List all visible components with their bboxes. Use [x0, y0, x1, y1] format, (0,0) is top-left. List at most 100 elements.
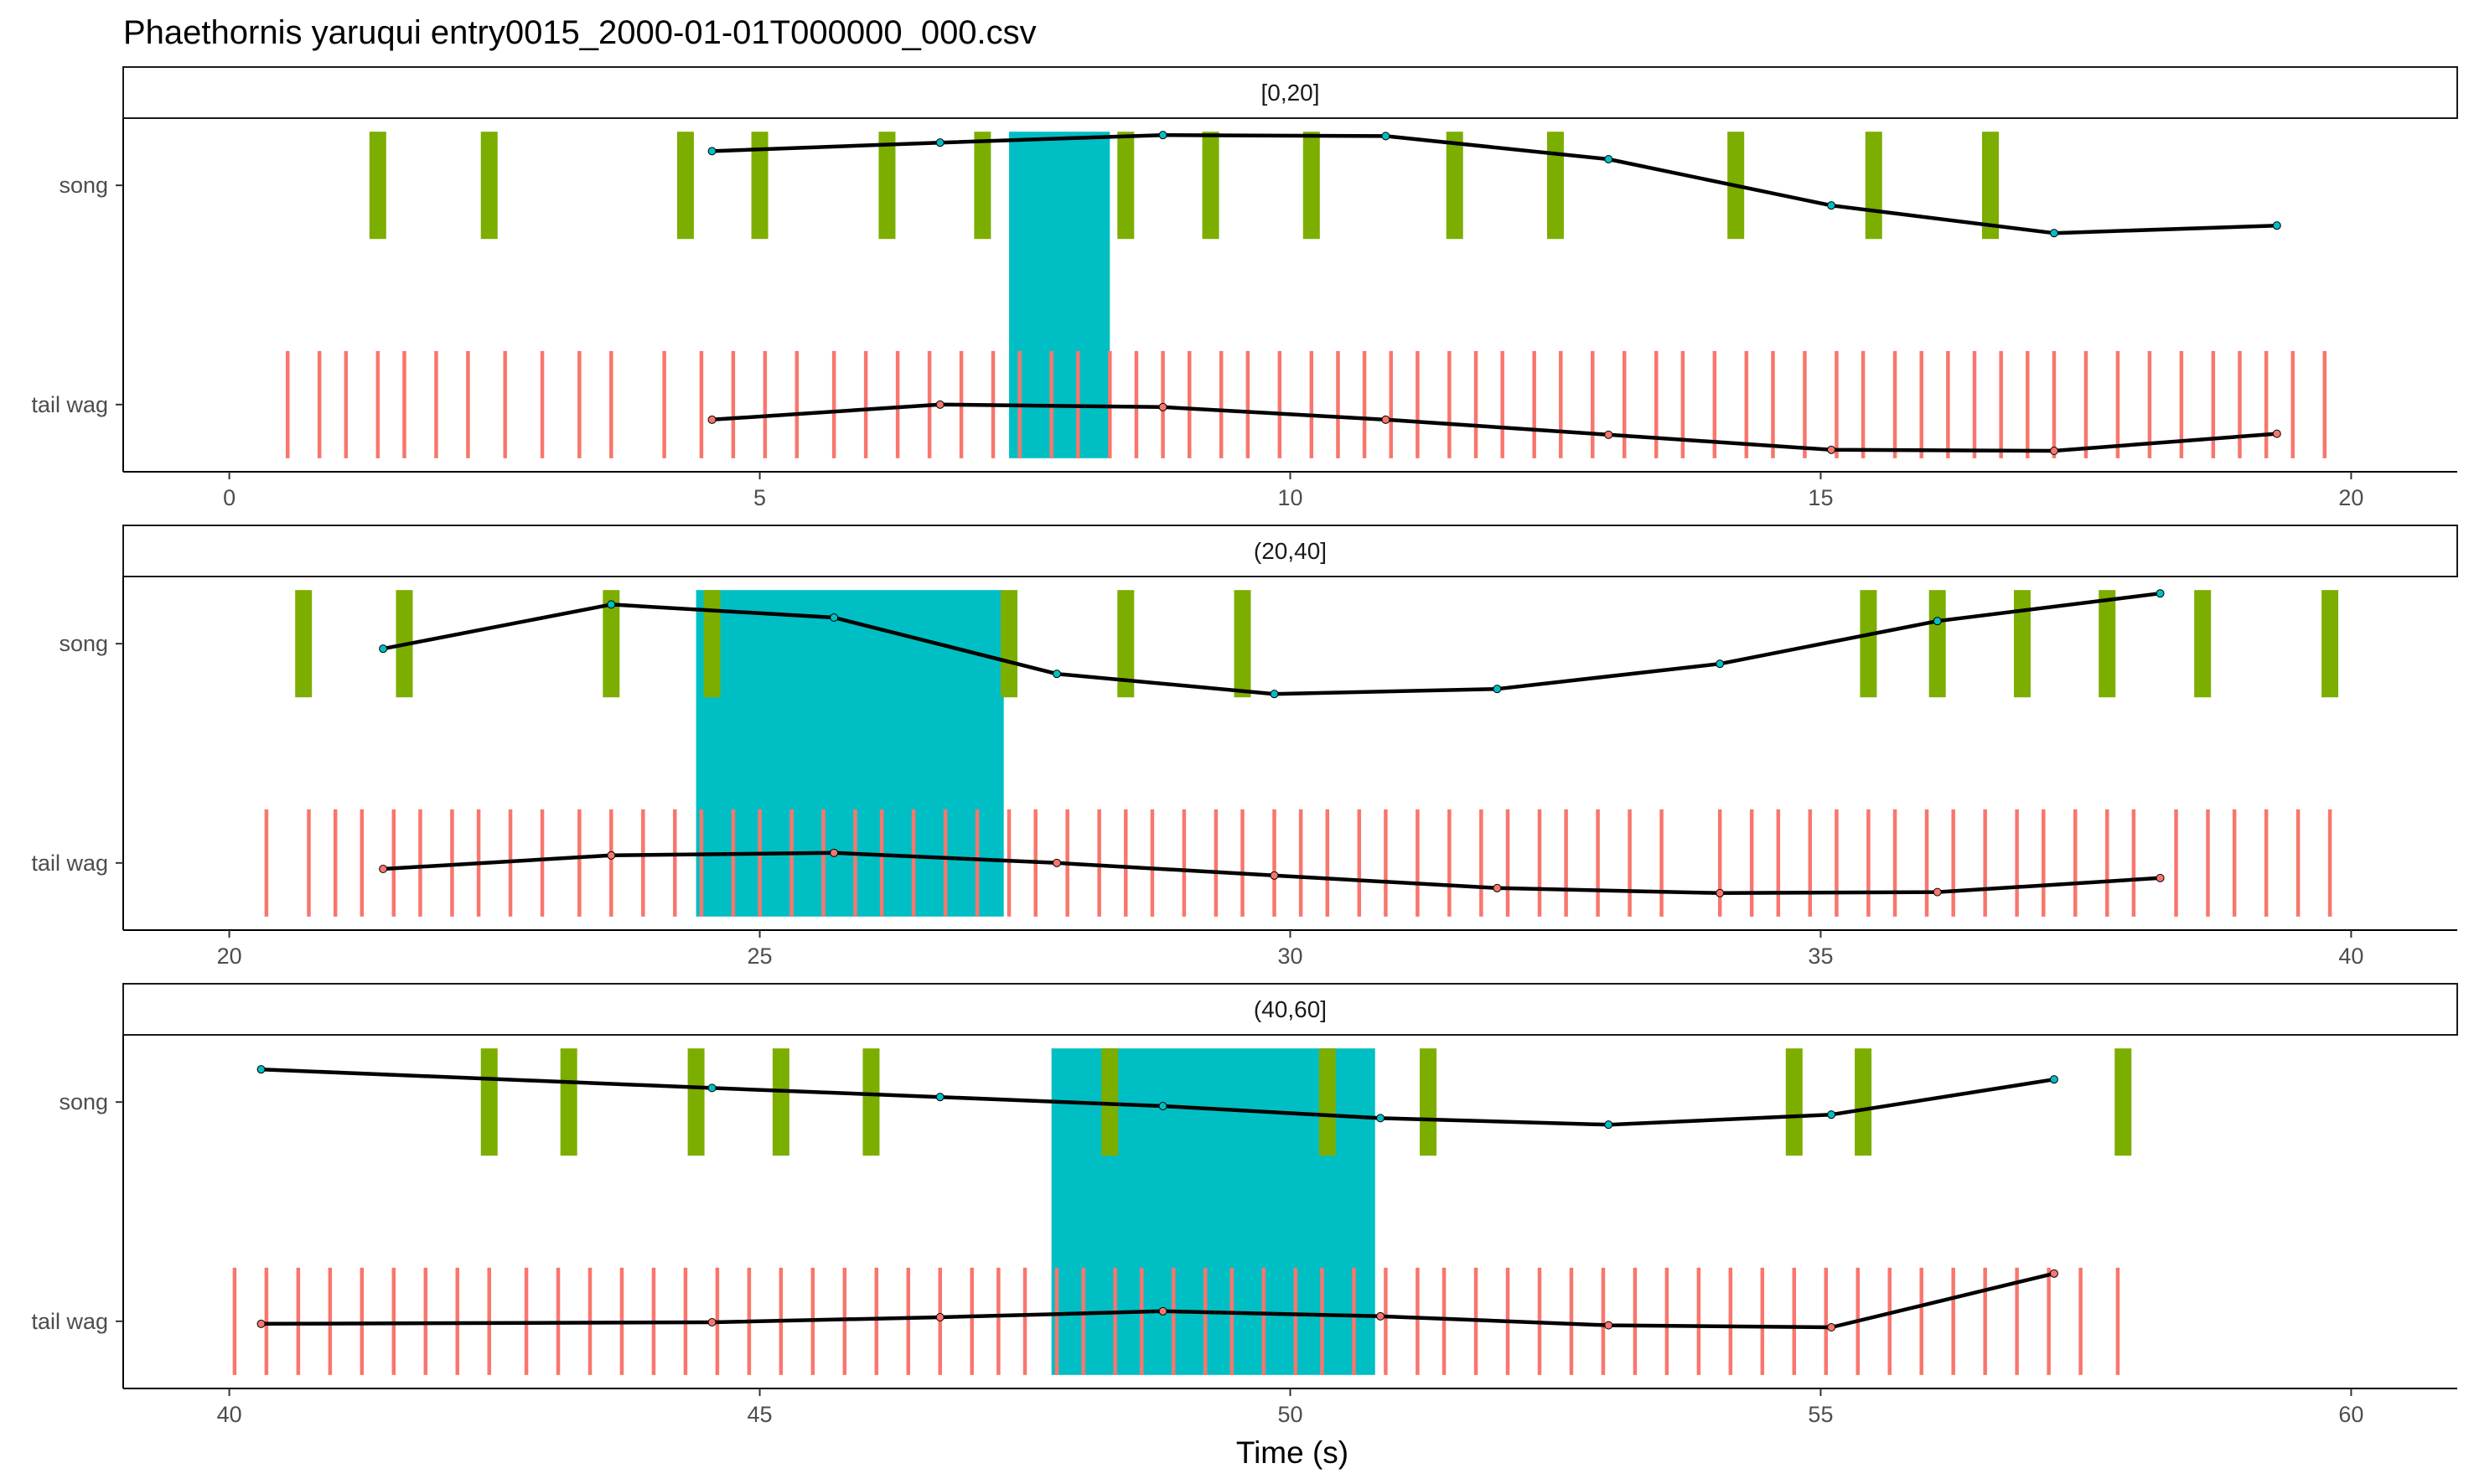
song-trend-line-point	[607, 600, 616, 609]
song-trend-line-point	[1376, 1114, 1385, 1123]
tail-wag-trend-line-point	[2049, 1269, 2058, 1278]
song-trend-line-point	[935, 1093, 945, 1102]
tail-wag-trend-line-point	[256, 1319, 266, 1328]
tail-wag-trend-line-point	[935, 400, 945, 409]
tail-wag-trend-line-point	[1158, 1306, 1167, 1316]
song-trend-line-point	[1604, 1120, 1613, 1130]
y-tick-label: tail wag	[31, 851, 108, 876]
song-event	[1202, 132, 1219, 240]
song-trend-line-point	[1381, 132, 1390, 141]
x-tick-label: 50	[1277, 1402, 1302, 1427]
x-tick-label: 30	[1277, 944, 1302, 969]
song-trend-line	[712, 132, 2277, 235]
tail-wag-trend-line-point	[1158, 402, 1167, 411]
tail-wag-trend-line-point	[1376, 1311, 1385, 1321]
x-tick-label: 5	[753, 485, 766, 510]
song-trend-line-point	[935, 138, 945, 147]
tail-wag-trend-line	[712, 402, 2277, 453]
tail-wag-trend-line-point	[707, 415, 717, 424]
song-event	[2099, 590, 2116, 698]
song-trend-line-point	[2049, 229, 2058, 238]
x-tick-label: 20	[2338, 485, 2363, 510]
song-trend-line-point	[2156, 589, 2165, 598]
tail-wag-trend-line-point	[2272, 429, 2281, 438]
x-tick-label: 40	[217, 1402, 242, 1427]
x-tick-label: 35	[1808, 944, 1833, 969]
chart-title: Phaethornis yaruqui entry0015_2000-01-01…	[123, 14, 1037, 51]
y-tick-label: song	[59, 631, 108, 656]
song-trend-line-point	[707, 147, 717, 156]
tail-wag-trend-line-point	[2049, 447, 2058, 456]
song-event	[974, 132, 991, 240]
x-tick-label: 15	[1808, 485, 1833, 510]
song-event	[295, 590, 313, 698]
song-event	[1234, 590, 1251, 698]
song-event	[1982, 132, 1999, 240]
facet-strip	[122, 525, 2458, 577]
song-trend-line-point	[1053, 670, 1061, 679]
song-trend-line	[382, 591, 2161, 696]
tail-wag-trend-line-point	[1933, 887, 1942, 897]
tail-wag-trend-line-point	[607, 851, 616, 860]
song-event	[1865, 132, 1882, 240]
song-event	[676, 132, 694, 240]
tail-wag-trend-line-point	[1716, 888, 1725, 897]
song-trend-line-point	[1933, 617, 1942, 626]
song-event	[1117, 590, 1135, 698]
song-trend-line-point	[1493, 685, 1502, 694]
facet-panel: (40,60] song tail wag 40 45 50 55 60	[31, 983, 2458, 1427]
facet-strip	[122, 66, 2458, 119]
y-tick-label: song	[59, 173, 108, 198]
facet-strip-label: [0,20]	[1260, 80, 1319, 106]
song-trend-line-point	[1270, 690, 1279, 699]
song-event	[1302, 132, 1320, 240]
song-trend-line-point	[1158, 1101, 1167, 1110]
song-event	[703, 590, 721, 698]
highlight-region	[1009, 132, 1110, 458]
x-tick-label: 40	[2338, 944, 2363, 969]
x-tick-label: 0	[223, 485, 235, 510]
song-event	[480, 1048, 498, 1156]
x-tick-label: 60	[2338, 1402, 2363, 1427]
facet-panel: (20,40] song tail wag 20 25 30 35 40	[31, 525, 2458, 969]
song-trend-line-point	[2049, 1075, 2058, 1084]
x-tick-label: 10	[1277, 485, 1302, 510]
tail-wag-trend-line-point	[1493, 883, 1502, 892]
facet-strip	[122, 983, 2458, 1036]
x-tick-label: 45	[748, 1402, 773, 1427]
song-event	[1446, 132, 1463, 240]
x-tick-label: 20	[217, 944, 242, 969]
y-tick-label: tail wag	[31, 1309, 108, 1334]
song-trend-line-point	[1716, 659, 1725, 669]
song-event	[560, 1048, 577, 1156]
tail-wag-trend-line	[261, 1271, 2055, 1330]
song-event	[687, 1048, 705, 1156]
facet-strip-label: (20,40]	[1254, 538, 1327, 564]
song-trend-line-point	[1158, 131, 1167, 140]
song-event	[1546, 132, 1564, 240]
tail-wag-trend-line-point	[1381, 415, 1390, 424]
song-event	[2114, 1048, 2132, 1156]
facet-panel: [0,20] song tail wag 0 5 10 15 20	[31, 66, 2458, 510]
song-event	[2321, 590, 2339, 698]
tail-wag-trend-line-point	[1053, 858, 1061, 867]
song-event	[480, 132, 498, 240]
song-event	[1117, 132, 1135, 240]
song-event	[751, 132, 769, 240]
song-event	[2013, 590, 2031, 698]
song-event	[1860, 590, 1877, 698]
x-tick-label: 25	[748, 944, 773, 969]
tail-wag-trend-line-point	[1604, 1321, 1613, 1330]
song-event	[1001, 590, 1018, 698]
song-trend-line-point	[256, 1065, 266, 1074]
song-event	[2194, 590, 2212, 698]
tail-wag-trend-line-point	[379, 865, 388, 874]
song-event	[603, 590, 620, 698]
tail-wag-trend-line-point	[1827, 1323, 1836, 1332]
song-trend-line-point	[1827, 1110, 1836, 1119]
y-tick-label: song	[59, 1089, 108, 1114]
song-trend-line-point	[1827, 201, 1836, 210]
tail-wag-trend-line-point	[1270, 871, 1279, 880]
song-event	[862, 1048, 880, 1156]
